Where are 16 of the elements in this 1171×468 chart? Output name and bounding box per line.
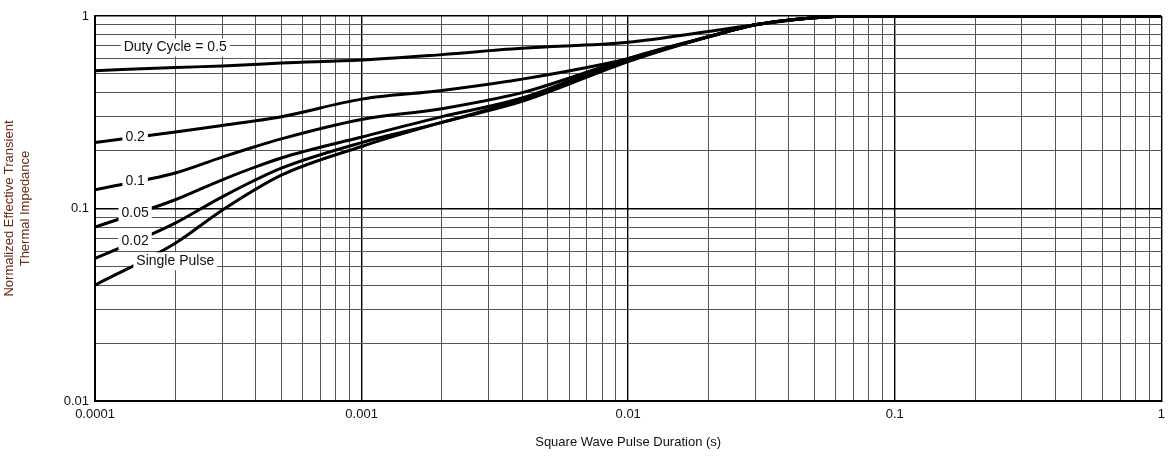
series-label: 0.2 (125, 128, 146, 145)
series-label: 0.1 (125, 172, 146, 189)
x-tick-label: 1 (1157, 406, 1165, 422)
x-tick-label: 0.001 (345, 406, 378, 422)
series-label: Duty Cycle = 0.5 (123, 38, 228, 55)
y-axis-title: Normalized Effective Transient Thermal Impedance (1, 120, 32, 297)
x-tick-label: 0.01 (615, 406, 641, 422)
series-label: 0.02 (121, 231, 149, 248)
y-tick-label: 1 (81, 7, 89, 23)
y-tick-label: 0.01 (63, 392, 89, 408)
x-tick-label: 0.1 (885, 406, 904, 422)
y-tick-label: 0.1 (70, 200, 89, 216)
series-label: 0.05 (121, 204, 149, 221)
x-tick-label: 0.0001 (75, 406, 115, 422)
x-axis-title: Square Wave Pulse Duration (s) (535, 433, 722, 449)
series-label: Single Pulse (136, 252, 215, 269)
